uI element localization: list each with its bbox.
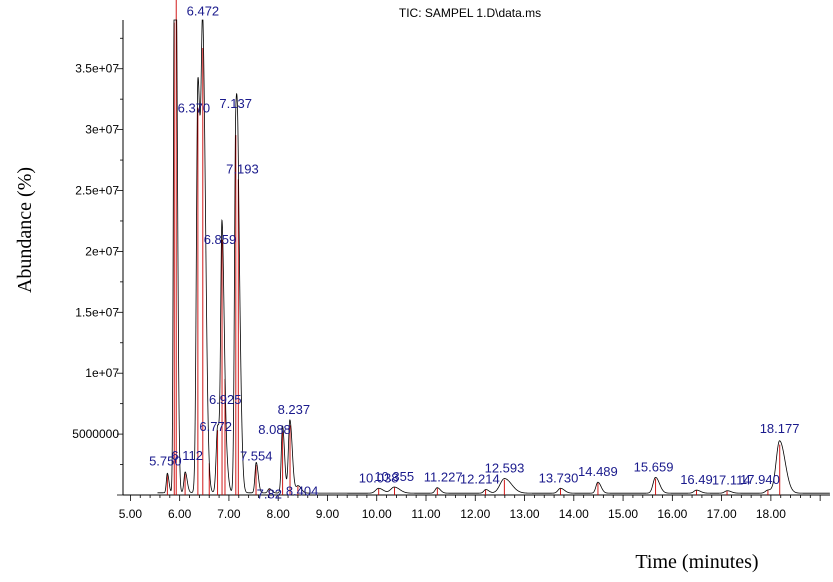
- peak-label: 14.489: [578, 464, 618, 479]
- x-tick-label: 15.00: [608, 507, 638, 521]
- chart-axes: 5.00 6.00 7.00 8.00 9.00 10.00 11.00 12.00 13.00…: [72, 20, 830, 521]
- peak-label: 10.355: [374, 469, 414, 484]
- peak-label: 10.038: [359, 470, 399, 485]
- x-tick-label: 6.00: [168, 507, 192, 521]
- y-tick-label: 3.5e+07: [75, 62, 119, 76]
- x-tick-label: 7.00: [217, 507, 241, 521]
- x-tick-label: 11.00: [411, 507, 440, 521]
- peak-label: 7.137: [219, 96, 252, 111]
- x-tick-label: 18.00: [756, 507, 786, 521]
- peak-label: 6.859: [204, 232, 237, 247]
- y-axis-title: Abundance (%): [14, 167, 36, 293]
- x-tick-label: 14.00: [559, 507, 589, 521]
- y-tick-label: 2.5e+07: [75, 184, 119, 198]
- peak-label: 6.112: [171, 448, 203, 463]
- x-axis-title: Time (minutes): [635, 551, 758, 573]
- x-tick-label: 16.00: [657, 507, 687, 521]
- peak-labels: 5.7505.8885.9306.1126.3706.4726.7726.859…: [149, 4, 800, 502]
- peak-label: 16.49: [680, 472, 713, 487]
- peak-label: 6.772: [199, 419, 232, 434]
- peak-label: 6.472: [187, 4, 220, 19]
- y-tick-label: 1.5e+07: [75, 305, 119, 319]
- peak-label: 7.193: [226, 162, 259, 177]
- peak-label: 8.237: [278, 402, 311, 417]
- peak-label: 6.370: [178, 100, 211, 115]
- y-tick-label: 2e+07: [85, 244, 119, 258]
- x-tick-label: 10.00: [362, 507, 392, 521]
- x-tick-label: 12.00: [460, 507, 490, 521]
- peak-label: 5.750: [149, 453, 182, 468]
- peak-label: 17.940: [740, 472, 780, 487]
- peak-label: 11.227: [424, 470, 463, 485]
- x-tick-label: 9.00: [316, 507, 340, 521]
- y-tick-label: 5000000: [72, 427, 119, 441]
- peak-label: 7.82: [257, 487, 282, 502]
- x-tick-label: 5.00: [119, 507, 143, 521]
- peak-label: 12.593: [485, 461, 525, 476]
- tic-trace: [157, 19, 830, 494]
- peak-label: 8.404: [286, 484, 319, 499]
- x-tick-label: 8.00: [267, 507, 291, 521]
- x-tick-label: 17.00: [707, 507, 737, 521]
- y-tick-label: 3e+07: [85, 123, 119, 137]
- x-tick-label: 13.00: [510, 507, 540, 521]
- peak-label: 15.659: [634, 459, 674, 474]
- peak-label: 7.554: [240, 448, 273, 463]
- peak-label: 8.088: [258, 422, 291, 437]
- integration-markers: [166, 0, 781, 495]
- peak-label: 12.214: [460, 472, 500, 487]
- chart-title: TIC: SAMPEL 1.D\data.ms: [399, 6, 541, 20]
- peak-label: 13.730: [539, 470, 579, 485]
- peak-label: 18.177: [760, 421, 800, 436]
- y-tick-label: 1e+07: [85, 366, 119, 380]
- peak-label: 6.925: [209, 392, 242, 407]
- peak-label: 17.114: [712, 473, 751, 488]
